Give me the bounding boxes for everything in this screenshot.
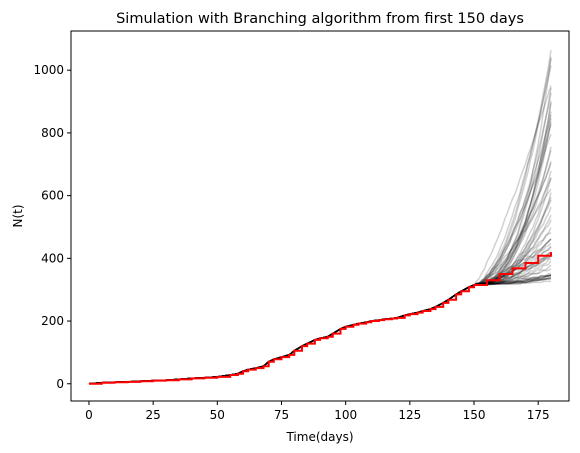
x-axis-label: Time(days) (285, 430, 353, 444)
simulation-line (88, 170, 552, 385)
simulation-line (88, 275, 552, 385)
simulation-line (88, 58, 552, 385)
y-tick-label: 600 (41, 189, 64, 203)
simulation-lines (88, 50, 552, 385)
x-tick-label: 0 (85, 408, 93, 422)
simulation-line (88, 274, 551, 385)
simulation-line (88, 111, 552, 385)
simulation-line (88, 268, 552, 385)
simulation-line (88, 276, 552, 385)
simulation-line (88, 121, 552, 385)
simulation-line (88, 280, 551, 385)
x-axis: 0 25 50 75 100 125 150 175 (85, 401, 550, 422)
simulation-line (88, 50, 552, 385)
chart-title: Simulation with Branching algorithm from… (116, 11, 524, 27)
simulation-line (88, 274, 552, 385)
x-tick-label: 100 (334, 408, 357, 422)
simulation-line (88, 114, 552, 385)
simulation-line (88, 219, 552, 385)
simulation-line (88, 245, 552, 385)
y-tick-label: 0 (56, 377, 64, 391)
simulation-line (88, 102, 552, 385)
simulation-line (88, 206, 552, 385)
simulation-line (88, 100, 552, 385)
simulation-line (88, 277, 552, 385)
simulation-line (88, 238, 552, 385)
simulation-line (88, 196, 552, 385)
simulation-line (88, 274, 551, 385)
simulation-line (88, 118, 552, 385)
x-tick-label: 25 (146, 408, 161, 422)
simulation-line (88, 199, 552, 385)
simulation-line (88, 188, 552, 385)
y-axis-label: N(t) (11, 204, 25, 227)
simulation-line (88, 238, 552, 385)
x-tick-label: 50 (210, 408, 225, 422)
simulation-line (88, 146, 552, 385)
simulation-line (88, 56, 552, 385)
simulation-line (88, 272, 551, 385)
simulation-line (88, 278, 552, 385)
y-tick-label: 1000 (33, 63, 64, 77)
x-tick-label: 150 (463, 408, 486, 422)
y-tick-label: 200 (41, 314, 64, 328)
observed-line (89, 252, 552, 385)
simulation-line (88, 232, 552, 385)
simulation-line (88, 134, 552, 385)
simulation-line (88, 277, 551, 385)
simulation-line (88, 192, 552, 385)
y-tick-label: 800 (41, 126, 64, 140)
plot-frame (70, 30, 570, 402)
simulation-line (88, 124, 552, 385)
simulation-line (88, 214, 552, 385)
simulation-line (88, 246, 552, 385)
observed-series (89, 252, 552, 385)
x-tick-label: 75 (274, 408, 289, 422)
simulation-line (88, 242, 552, 385)
simulation-line (88, 65, 552, 385)
simulation-line (88, 276, 552, 385)
simulation-line (88, 150, 552, 385)
simulation-line (88, 258, 552, 385)
x-tick-label: 125 (398, 408, 421, 422)
simulation-line (88, 274, 552, 385)
simulation-line (88, 238, 552, 385)
simulation-line (88, 255, 552, 385)
y-tick-label: 400 (41, 251, 64, 265)
simulation-line (88, 227, 552, 385)
y-axis: 0 200 400 600 800 1000 (33, 63, 71, 391)
x-tick-label: 175 (527, 408, 550, 422)
simulation-line (88, 274, 552, 385)
